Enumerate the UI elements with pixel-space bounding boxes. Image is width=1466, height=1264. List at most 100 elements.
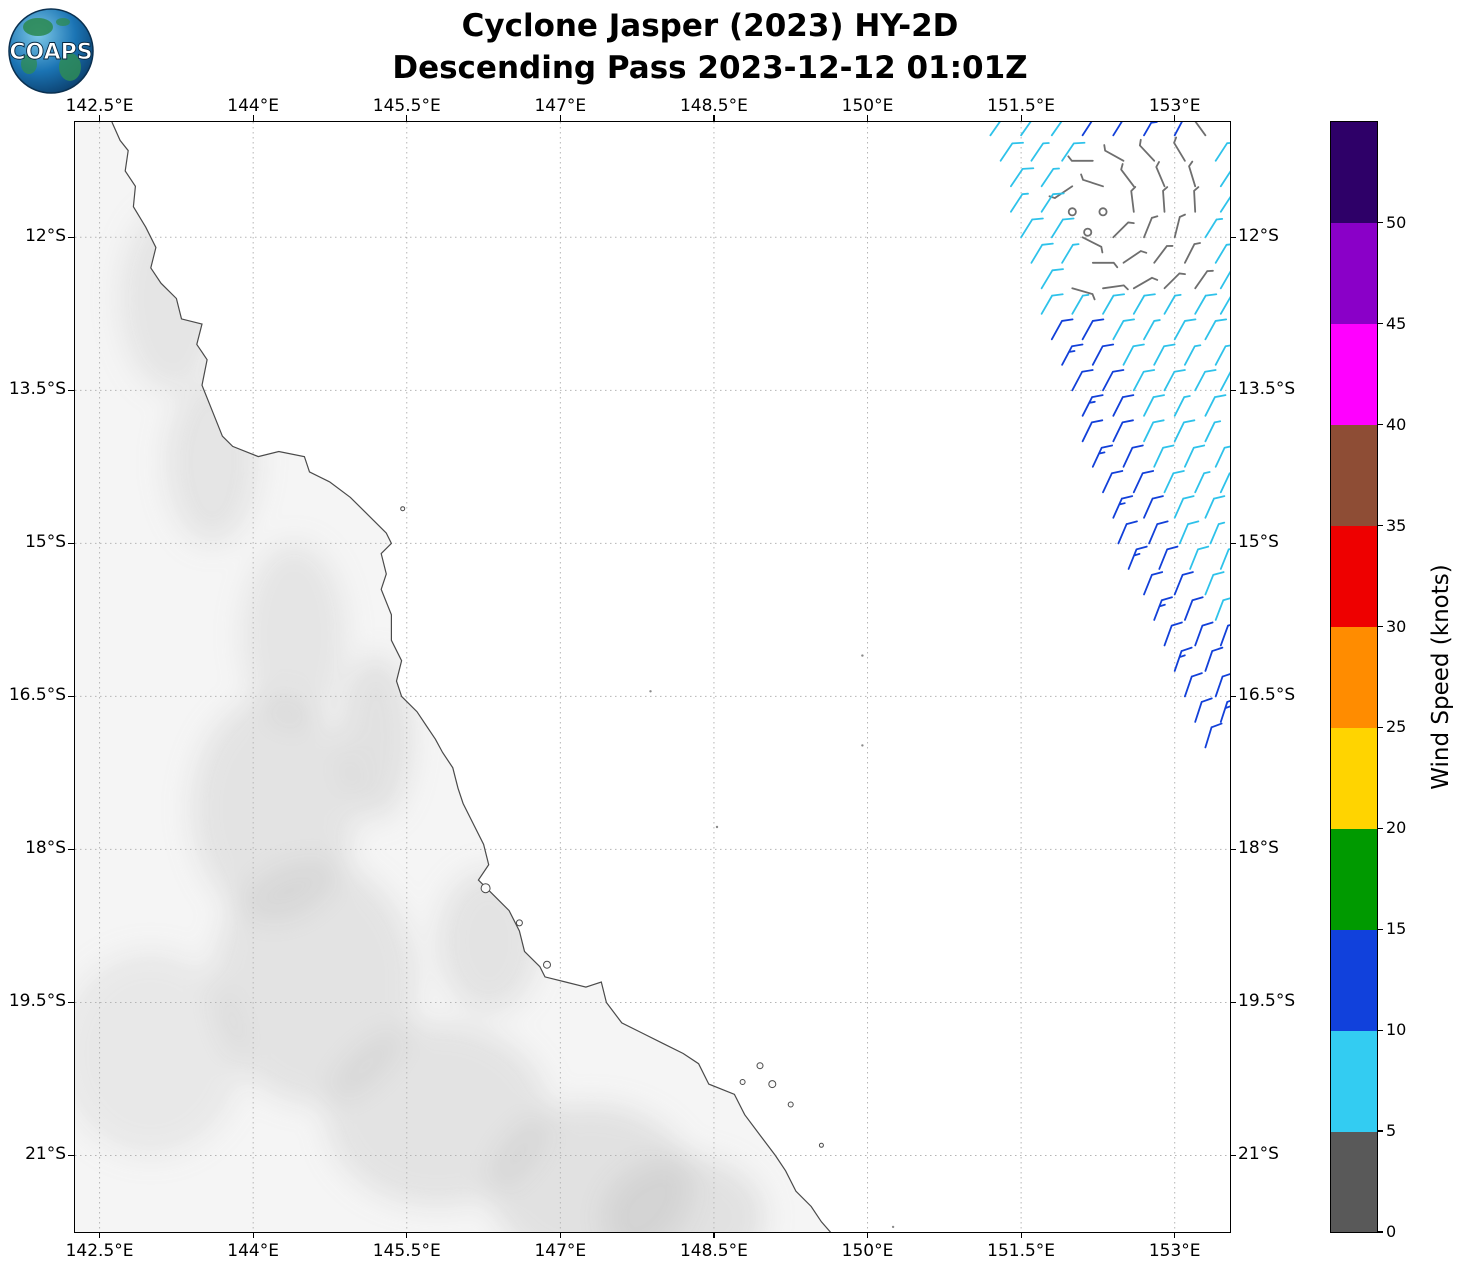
wind-barb [1071,293,1090,315]
wind-barb [1143,394,1165,417]
coastline-path [111,122,832,1232]
x-tick-label-bottom: 142.5°E [65,1241,134,1261]
wind-barb [1081,236,1104,254]
wind-barb [1214,672,1230,698]
wind-barb [1103,144,1125,162]
colorbar-segment [1331,323,1377,426]
wind-barb [1050,318,1074,341]
wind-barb [1188,160,1197,188]
island [818,1142,824,1148]
gridlines [75,122,1230,1232]
y-tick-mark-left [68,389,74,391]
wind-barb [1184,672,1203,698]
wind-barb [1178,520,1200,545]
wind-barb [1219,293,1230,315]
wind-barb [1193,186,1200,213]
wind-barb [1219,369,1230,392]
wind-barb [1091,444,1114,468]
wind-barb [989,122,1010,137]
wind-barb [1132,276,1159,290]
wind-barb [1194,369,1217,392]
colorbar-tick-label: 30 [1386,616,1407,636]
wind-barb [1040,192,1065,213]
wind-barb [1173,495,1195,519]
wind-barb [1081,419,1104,443]
chart-title: Cyclone Jasper (2023) HY-2D Descending P… [0,6,1420,90]
wind-barb [1071,369,1094,392]
wind-barb [1020,122,1045,137]
wind-barb [1067,155,1094,162]
colorbar-tick-mark [1377,1029,1383,1031]
colorbar-tick-mark [1377,726,1383,729]
wind-barb [1138,138,1156,162]
x-tick-label-bottom: 151.5°E [987,1241,1056,1261]
wind-barb [1204,218,1224,239]
wind-barb [1120,163,1135,188]
wind-barb [1132,369,1156,392]
colorbar-tick-label: 50 [1386,212,1407,232]
wind-barb [1219,697,1230,723]
island [400,506,406,512]
x-tick-mark-top [866,115,869,121]
wind-barb [1184,596,1204,621]
colorbar-segment [1331,1131,1377,1233]
x-tick-mark-bottom [98,1232,101,1238]
y-tick-label-left: 16.5°S [8,685,66,706]
y-tick-mark-left [68,848,74,850]
x-tick-label-top: 148.5°E [679,96,748,116]
colorbar-tick-label: 5 [1386,1121,1397,1141]
colorbar-tick-mark [1377,827,1383,829]
wind-barb [1048,185,1074,199]
wind-barb [1162,186,1169,213]
wind-barb [1148,520,1169,545]
wind-barb [1219,192,1230,213]
reef-dot [861,744,864,747]
colorbar-tick-mark [1377,222,1383,224]
colorbar-segment [1331,626,1377,728]
x-tick-mark-bottom [1020,1232,1022,1238]
colorbar-segment [1331,525,1377,628]
wind-barb [1081,394,1104,417]
reef-dot [891,1225,895,1229]
wind-barb [1112,419,1134,443]
wind-barb [1143,419,1165,443]
island [739,1079,746,1085]
coaps-logo-text: COAPS [9,40,92,65]
wind-barb [1143,319,1161,341]
wind-barb [1132,293,1156,315]
map-svg [75,122,1230,1232]
colorbar-tick-label: 40 [1386,414,1407,434]
colorbar-segment [1331,828,1377,930]
wind-barb [1143,122,1167,137]
x-tick-mark-bottom [559,1232,561,1238]
map-plot-area [74,121,1231,1233]
x-tick-label-bottom: 150°E [841,1241,894,1261]
colorbar-segment [1331,122,1377,224]
wind-barb [1030,142,1050,162]
wind-barb [1130,186,1137,213]
wind-barb [1219,166,1230,188]
y-tick-label-right: 21°S [1238,1144,1279,1165]
chart-title-line2: Descending Pass 2023-12-12 01:01Z [392,49,1028,86]
x-tick-mark-bottom [713,1232,715,1238]
wind-barb [1192,122,1207,137]
wind-barb [1189,545,1210,570]
y-tick-label-right: 18°S [1238,838,1279,859]
x-tick-mark-bottom [406,1232,408,1238]
x-tick-label-bottom: 144°E [227,1241,279,1261]
y-tick-mark-left [68,542,74,544]
wind-barb [1173,318,1197,341]
wind-barb [1122,444,1144,468]
wind-barb [1194,471,1211,494]
wind-barb [1091,343,1115,366]
colorbar-tick-label: 25 [1386,717,1407,737]
y-tick-mark-left [68,695,74,697]
colorbar-tick-label: 20 [1386,818,1407,838]
wind-barb [1122,250,1148,264]
colorbar-tick-mark [1377,1231,1383,1233]
y-tick-mark-right [1230,542,1236,544]
wind-barb [1061,141,1086,162]
wind-barb [1163,369,1186,392]
island [756,1062,764,1070]
